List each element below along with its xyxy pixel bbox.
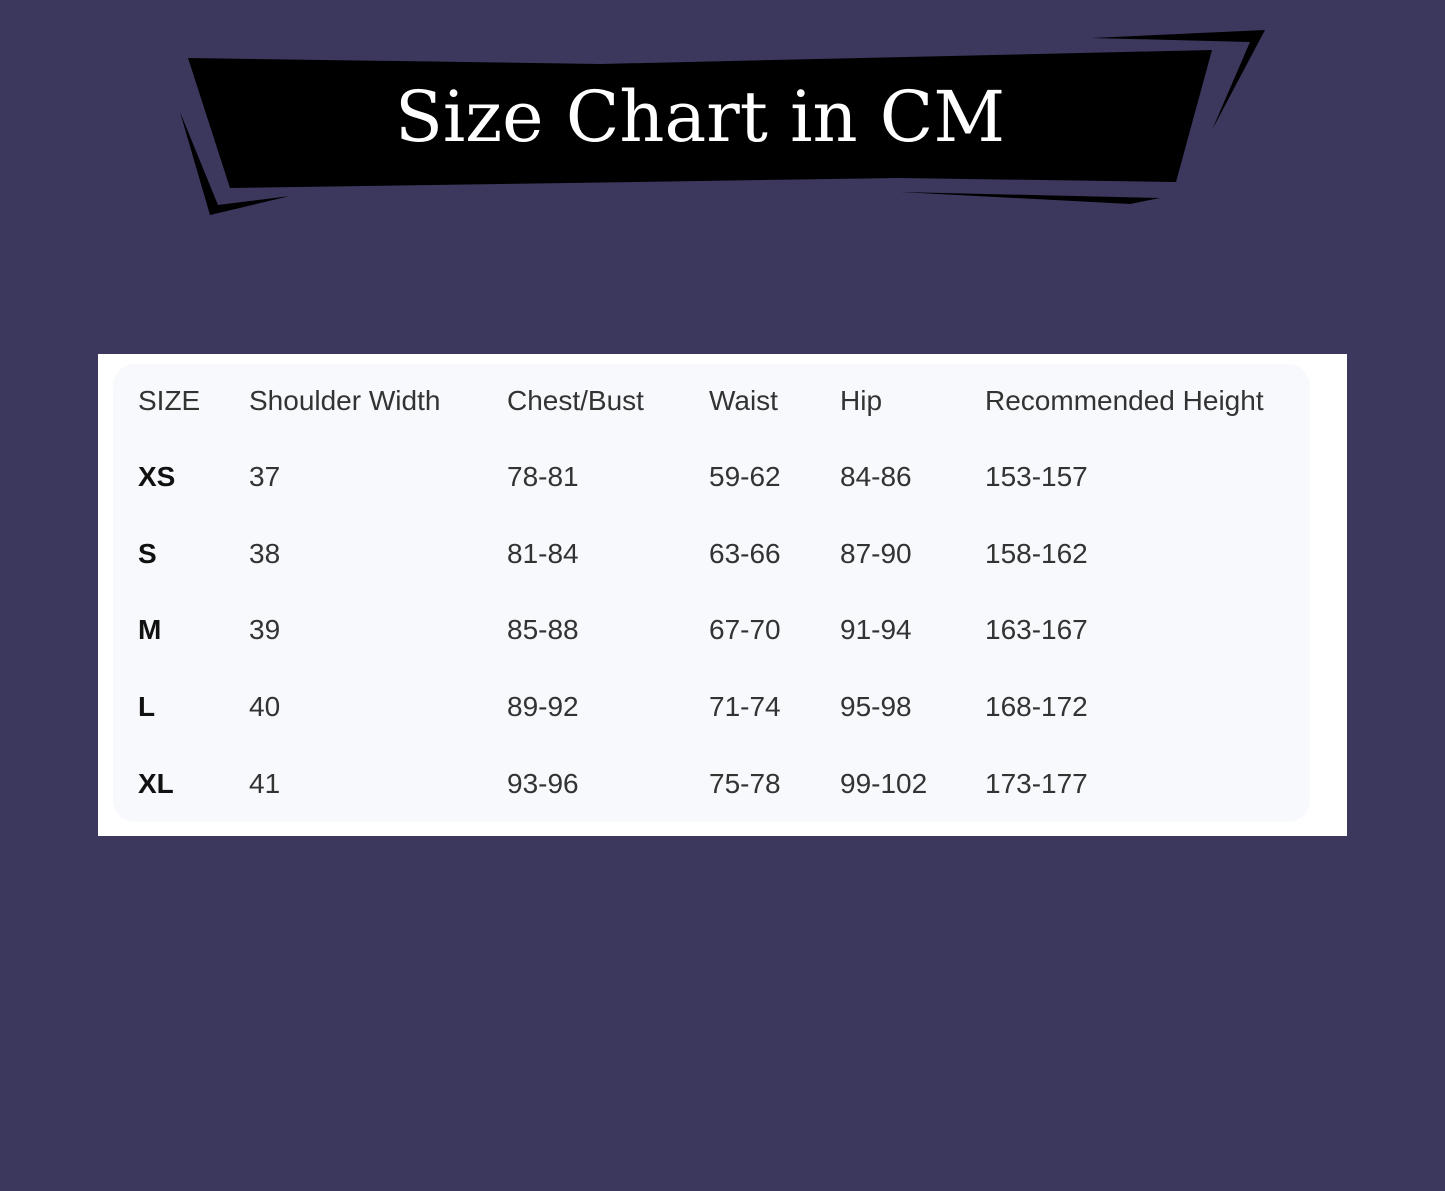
size-table <box>113 364 1310 822</box>
cell-size: S <box>138 538 157 569</box>
cell-hip: 84-86 <box>840 461 912 492</box>
header-waist: Waist <box>709 385 778 416</box>
cell-size: M <box>138 614 162 645</box>
cell-chest-bust: 89-92 <box>507 691 579 722</box>
cell-recommended-height: 168-172 <box>985 691 1088 722</box>
cell-hip: 95-98 <box>840 691 912 722</box>
banner-shape <box>188 50 1212 188</box>
cell-recommended-height: 163-167 <box>985 614 1088 645</box>
banner-shard-bottom <box>900 192 1160 204</box>
cell-waist: 63-66 <box>709 538 781 569</box>
cell-size: L <box>138 691 156 722</box>
cell-shoulder-width: 37 <box>249 461 281 492</box>
page-title: Size Chart in CM <box>394 76 1006 158</box>
title-banner <box>180 30 1265 215</box>
cell-size: XS <box>138 461 176 492</box>
cell-recommended-height: 153-157 <box>985 461 1088 492</box>
header-chest-bust: Chest/Bust <box>507 385 644 416</box>
header-hip: Hip <box>840 385 883 416</box>
cell-chest-bust: 81-84 <box>507 538 579 569</box>
cell-waist: 59-62 <box>709 461 781 492</box>
cell-shoulder-width: 40 <box>249 691 281 722</box>
cell-chest-bust: 93-96 <box>507 768 579 799</box>
cell-shoulder-width: 39 <box>249 614 281 645</box>
cell-waist: 67-70 <box>709 614 781 645</box>
cell-shoulder-width: 41 <box>249 768 281 799</box>
cell-recommended-height: 173-177 <box>985 768 1088 799</box>
header-shoulder-width: Shoulder Width <box>249 385 441 416</box>
header-recommended-height: Recommended Height <box>985 385 1264 416</box>
cell-hip: 91-94 <box>840 614 912 645</box>
banner-shard-left <box>180 112 290 215</box>
cell-waist: 71-74 <box>709 691 781 722</box>
cell-hip: 87-90 <box>840 538 912 569</box>
banner-shard-right <box>1092 30 1265 130</box>
cell-chest-bust: 85-88 <box>507 614 579 645</box>
cell-hip: 99-102 <box>840 768 928 799</box>
header-size: SIZE <box>138 385 201 416</box>
cell-size: XL <box>138 768 174 799</box>
cell-shoulder-width: 38 <box>249 538 281 569</box>
cell-recommended-height: 158-162 <box>985 538 1088 569</box>
size-table-card: SIZE Shoulder Width Chest/Bust Waist Hip Reco… <box>98 354 1347 836</box>
cell-waist: 75-78 <box>709 768 781 799</box>
cell-chest-bust: 78-81 <box>507 461 579 492</box>
